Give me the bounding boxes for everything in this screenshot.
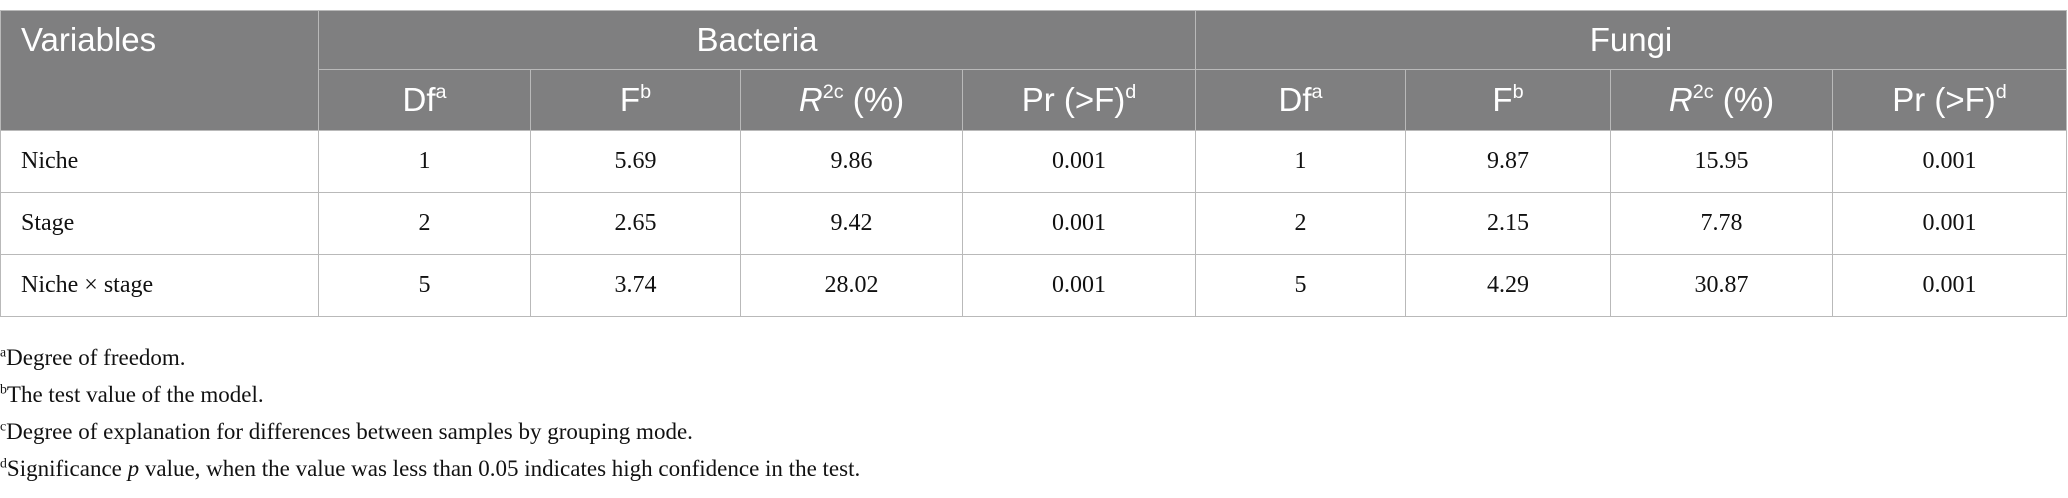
header-superscript: a (1311, 81, 1323, 104)
footnote: dSignificance p value, when the value wa… (0, 456, 860, 482)
table-row: Stage 2 2.65 9.42 0.001 2 2.15 7.78 0.001 (0, 192, 2067, 255)
footnote-italic: p (127, 456, 140, 481)
header-cell: Variables (0, 10, 319, 131)
cell: 5 (1195, 254, 1406, 317)
cell: 0.001 (1832, 254, 2067, 317)
row-label: Stage (0, 192, 319, 255)
cell: 2.15 (1405, 192, 1611, 255)
column-header: Fb (530, 69, 741, 131)
cell: 15.95 (1610, 130, 1833, 193)
cell: 9.86 (740, 130, 963, 193)
header-text: Df (1278, 81, 1312, 118)
footnote-text: The test value of the model. (6, 382, 264, 407)
header-italic: R (1668, 81, 1693, 118)
footnote-text: Degree of freedom. (6, 345, 186, 370)
footnote-mark: b (0, 381, 7, 397)
header-superscript: 2c (822, 81, 844, 104)
header-superscript: b (1512, 81, 1524, 104)
group-header: Fungi (1195, 10, 2067, 70)
footnote: aDegree of freedom. (0, 345, 186, 371)
header-italic: R (798, 81, 823, 118)
group-header: Bacteria (318, 10, 1196, 70)
cell: 5.69 (530, 130, 741, 193)
cell: 30.87 (1610, 254, 1833, 317)
cell: 5 (318, 254, 531, 317)
footnote-mark: a (0, 344, 7, 360)
table-row: Niche 1 5.69 9.86 0.001 1 9.87 15.95 0.001 (0, 130, 2067, 193)
header-text: (%) (1713, 81, 1775, 118)
header-row: Variables Bacteria Fungi (0, 10, 2067, 131)
cell: 3.74 (530, 254, 741, 317)
header-text: F (619, 81, 641, 118)
header-text: Df (402, 81, 436, 118)
header-superscript: d (1125, 81, 1137, 104)
row-label: Niche (0, 130, 319, 193)
cell: 1 (318, 130, 531, 193)
header-text: (%) (843, 81, 905, 118)
header-text: Pr (>F) (1021, 81, 1126, 118)
cell: 2.65 (530, 192, 741, 255)
column-header: Pr (>F)d (962, 69, 1196, 131)
header-superscript: a (435, 81, 447, 104)
column-header: Fb (1405, 69, 1611, 131)
header-text: Pr (>F) (1892, 81, 1996, 118)
cell: 4.29 (1405, 254, 1611, 317)
column-header: Dfa (318, 69, 531, 131)
cell: 28.02 (740, 254, 963, 317)
header-row: Dfa Fb R2c (%) Pr (>F)d Dfa Fb R2c (%) Pr (>F)d (1, 69, 2067, 131)
cell: 0.001 (1832, 192, 2067, 255)
footnote-text: value, when the value was less than 0.05… (139, 456, 861, 481)
footnote-text: Degree of explanation for differences be… (6, 419, 693, 444)
cell: 2 (318, 192, 531, 255)
cell: 9.87 (1405, 130, 1611, 193)
header-superscript: 2c (1692, 81, 1714, 104)
footnote: cDegree of explanation for differences b… (0, 419, 693, 445)
cell: 0.001 (1832, 130, 2067, 193)
column-header: Pr (>F)d (1832, 69, 2067, 131)
cell: 1 (1195, 130, 1406, 193)
cell: 9.42 (740, 192, 963, 255)
footnote-text: Significance (6, 456, 128, 481)
header-text: F (1492, 81, 1513, 118)
column-header: Dfa (1195, 69, 1406, 131)
column-header: R2c (%) (1610, 69, 1833, 131)
footnote-mark: d (0, 455, 7, 471)
row-label: Niche × stage (0, 254, 319, 317)
header-superscript: d (1995, 81, 2007, 104)
header-superscript: b (640, 81, 652, 104)
table-row: Niche × stage 5 3.74 28.02 0.001 5 4.29 30.87 0.… (0, 254, 2067, 317)
column-header: R2c (%) (740, 69, 963, 131)
cell: 0.001 (962, 254, 1196, 317)
cell: 0.001 (962, 192, 1196, 255)
cell: 0.001 (962, 130, 1196, 193)
cell: 2 (1195, 192, 1406, 255)
results-table: Variables Bacteria Fungi Dfa Fb R2c (%) Pr (… (0, 10, 2067, 317)
footnote: bThe test value of the model. (0, 382, 264, 408)
cell: 7.78 (1610, 192, 1833, 255)
footnote-mark: c (0, 418, 7, 434)
